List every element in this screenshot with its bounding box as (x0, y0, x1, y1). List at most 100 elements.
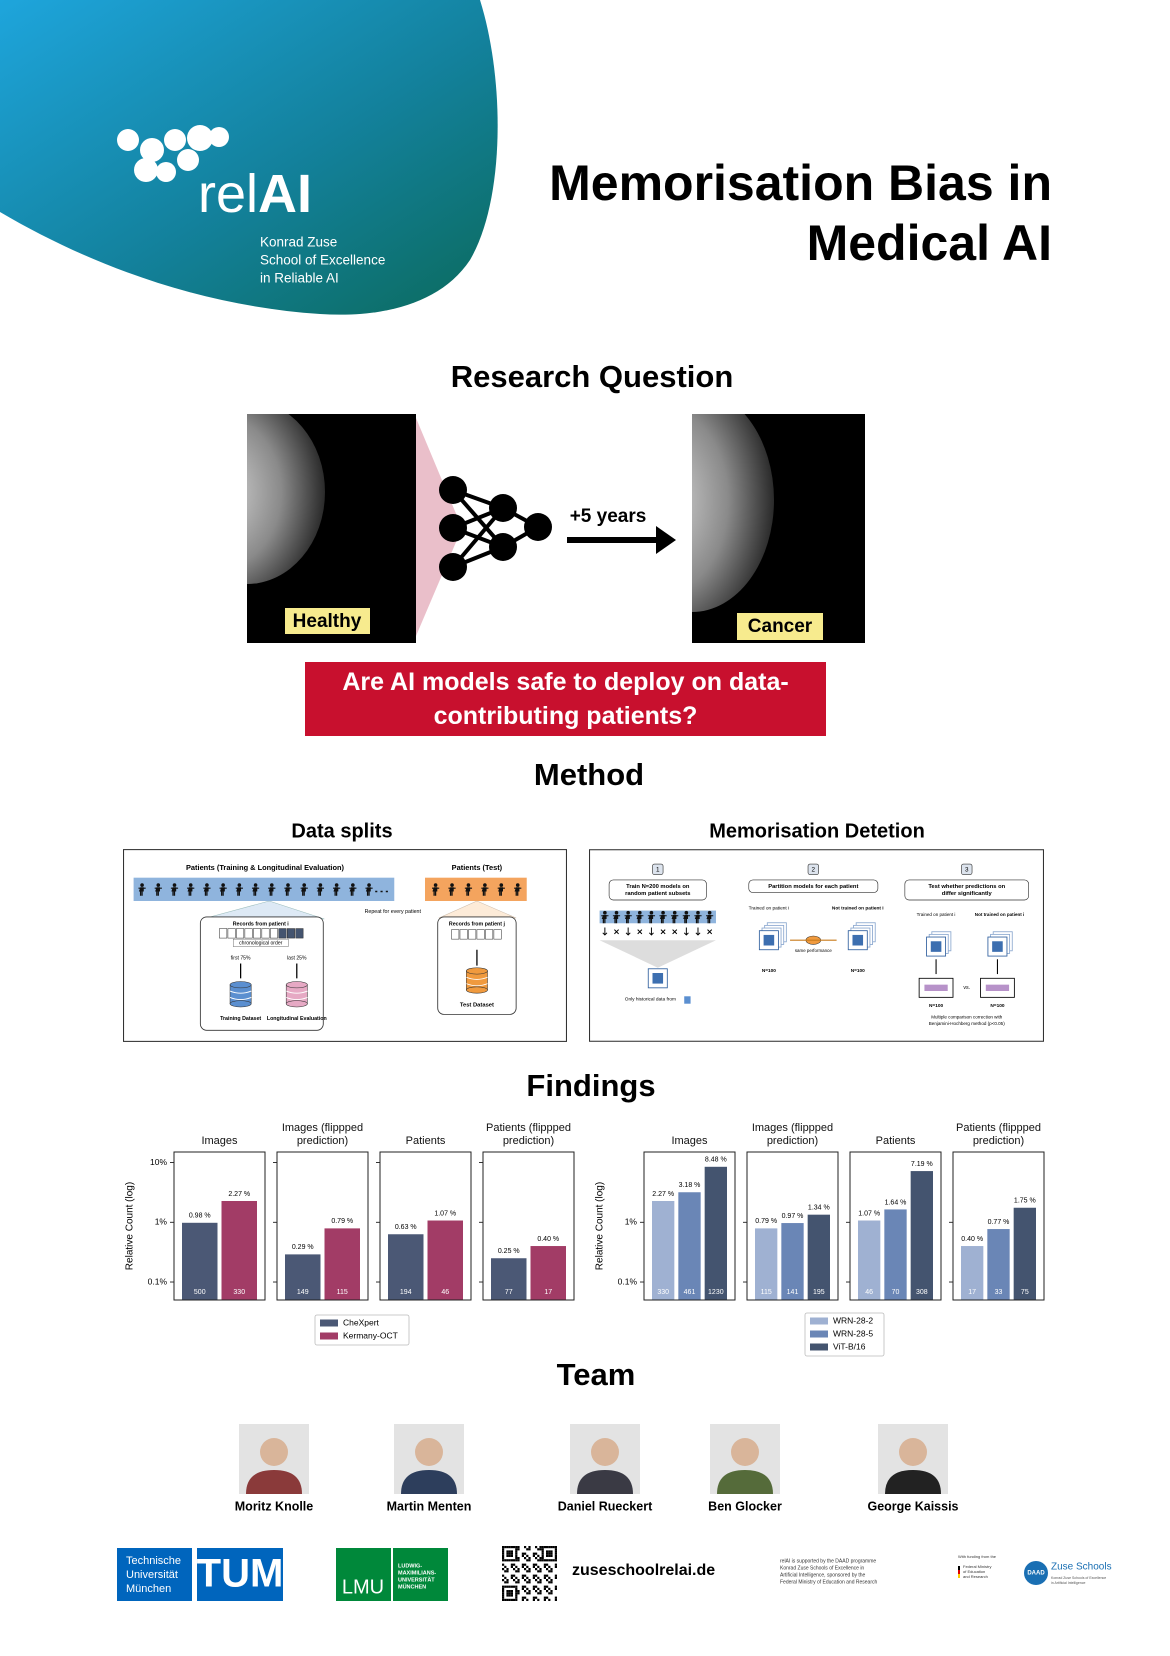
team-members: Moritz Knolle Martin Menten Daniel Ruecker… (235, 1424, 959, 1513)
qr-module (510, 1598, 513, 1601)
qr-module (515, 1585, 518, 1588)
qr-module (537, 1581, 540, 1584)
qr-module (554, 1585, 557, 1588)
qr-module (543, 1574, 546, 1577)
qr-module (550, 1554, 553, 1557)
qr-module (521, 1574, 524, 1577)
count-label: 17 (544, 1289, 552, 1296)
qr-module (521, 1576, 524, 1579)
network-node (524, 513, 552, 541)
person-head (286, 883, 290, 887)
value-label: 0.98 % (189, 1213, 211, 1220)
person-icon (464, 887, 473, 896)
legend-label: CheXpert (343, 1317, 380, 1327)
qr-module (532, 1585, 535, 1588)
qr-module (524, 1546, 527, 1549)
qr-module (552, 1559, 555, 1562)
qr-module (537, 1548, 540, 1551)
qr-module (517, 1546, 520, 1549)
website-url: zuseschoolrelai.de (572, 1562, 715, 1579)
qr-module (506, 1590, 509, 1593)
lmu-name: MÜNCHEN (398, 1583, 426, 1590)
qr-module (508, 1559, 511, 1562)
qr-module (524, 1596, 527, 1599)
member-name: Martin Menten (387, 1499, 472, 1513)
training-cone (599, 940, 716, 968)
qr-module (543, 1563, 546, 1566)
count-label: 195 (813, 1289, 825, 1296)
bar (961, 1246, 984, 1300)
count-label: 330 (233, 1289, 245, 1296)
qr-module (554, 1576, 557, 1579)
qr-module (543, 1576, 546, 1579)
exclude-mark (614, 929, 619, 935)
qr-module (515, 1554, 518, 1557)
qr-module (515, 1570, 518, 1573)
qr-module (546, 1579, 549, 1582)
qr-module (502, 1552, 505, 1555)
qr-module (508, 1590, 511, 1593)
support-line: Konrad Zuse Schools of Excellence in (780, 1565, 864, 1571)
before-label: Healthy (293, 611, 362, 632)
bar (427, 1220, 463, 1300)
bar (285, 1254, 321, 1300)
cylinder-bottom (466, 986, 488, 994)
person-head (707, 910, 712, 915)
person-head (334, 883, 339, 887)
count-label: 149 (297, 1289, 309, 1296)
qr-module (526, 1565, 529, 1568)
member-face (415, 1438, 443, 1466)
value-label: 0.77 % (988, 1219, 1010, 1226)
qr-module (554, 1554, 557, 1557)
person-head (515, 883, 520, 887)
qr-module (548, 1570, 551, 1573)
qr-module (539, 1581, 542, 1584)
qr-code (502, 1546, 557, 1601)
qr-module (504, 1546, 507, 1549)
legend-label: WRN-28-2 (833, 1315, 873, 1325)
bmbf-line: With funding from the (958, 1554, 997, 1559)
small-db (684, 996, 691, 1004)
record-icon (219, 928, 228, 939)
qr-module (506, 1550, 509, 1553)
record-icon (278, 928, 287, 939)
record-icon (286, 928, 295, 939)
qr-module (535, 1590, 538, 1593)
qr-module (532, 1563, 535, 1566)
qr-module (552, 1546, 555, 1549)
qr-module (554, 1596, 557, 1599)
logo-mark (117, 125, 229, 182)
qr-module (532, 1587, 535, 1590)
person-icon (365, 887, 373, 896)
network-node (439, 476, 467, 504)
step-label: differ significantly (942, 891, 993, 897)
qr-module (502, 1592, 505, 1595)
panel-frame (643, 1151, 736, 1301)
qr-module (554, 1587, 557, 1590)
subsection-heading: Data splits (291, 820, 392, 842)
zuse-label: Zuse Schools (1051, 1562, 1112, 1573)
qr-module (535, 1585, 538, 1588)
qr-module (524, 1568, 527, 1571)
person-head (221, 883, 225, 887)
qr-module (506, 1579, 509, 1582)
person-icon (284, 887, 292, 896)
label-box (285, 608, 370, 634)
qr-module (508, 1585, 511, 1588)
panel-title: Patients (flippped prediction) (486, 1122, 571, 1147)
member-name: Ben Glocker (708, 1499, 782, 1513)
data-splits-diagram: Patients (Training & Longitudinal Evalua… (123, 849, 567, 1042)
cylinder-top (229, 981, 252, 989)
bar (221, 1200, 257, 1300)
qr-module (526, 1559, 529, 1562)
qr-module (548, 1581, 551, 1584)
qr-module (524, 1552, 527, 1555)
section-heading: Team (557, 1357, 636, 1392)
qr-module (550, 1568, 553, 1571)
qr-module (548, 1550, 551, 1553)
person-icon (448, 887, 456, 896)
person-icon (300, 887, 308, 896)
model-core (992, 941, 1003, 952)
qr-module (508, 1592, 511, 1595)
person-icon (203, 887, 211, 896)
